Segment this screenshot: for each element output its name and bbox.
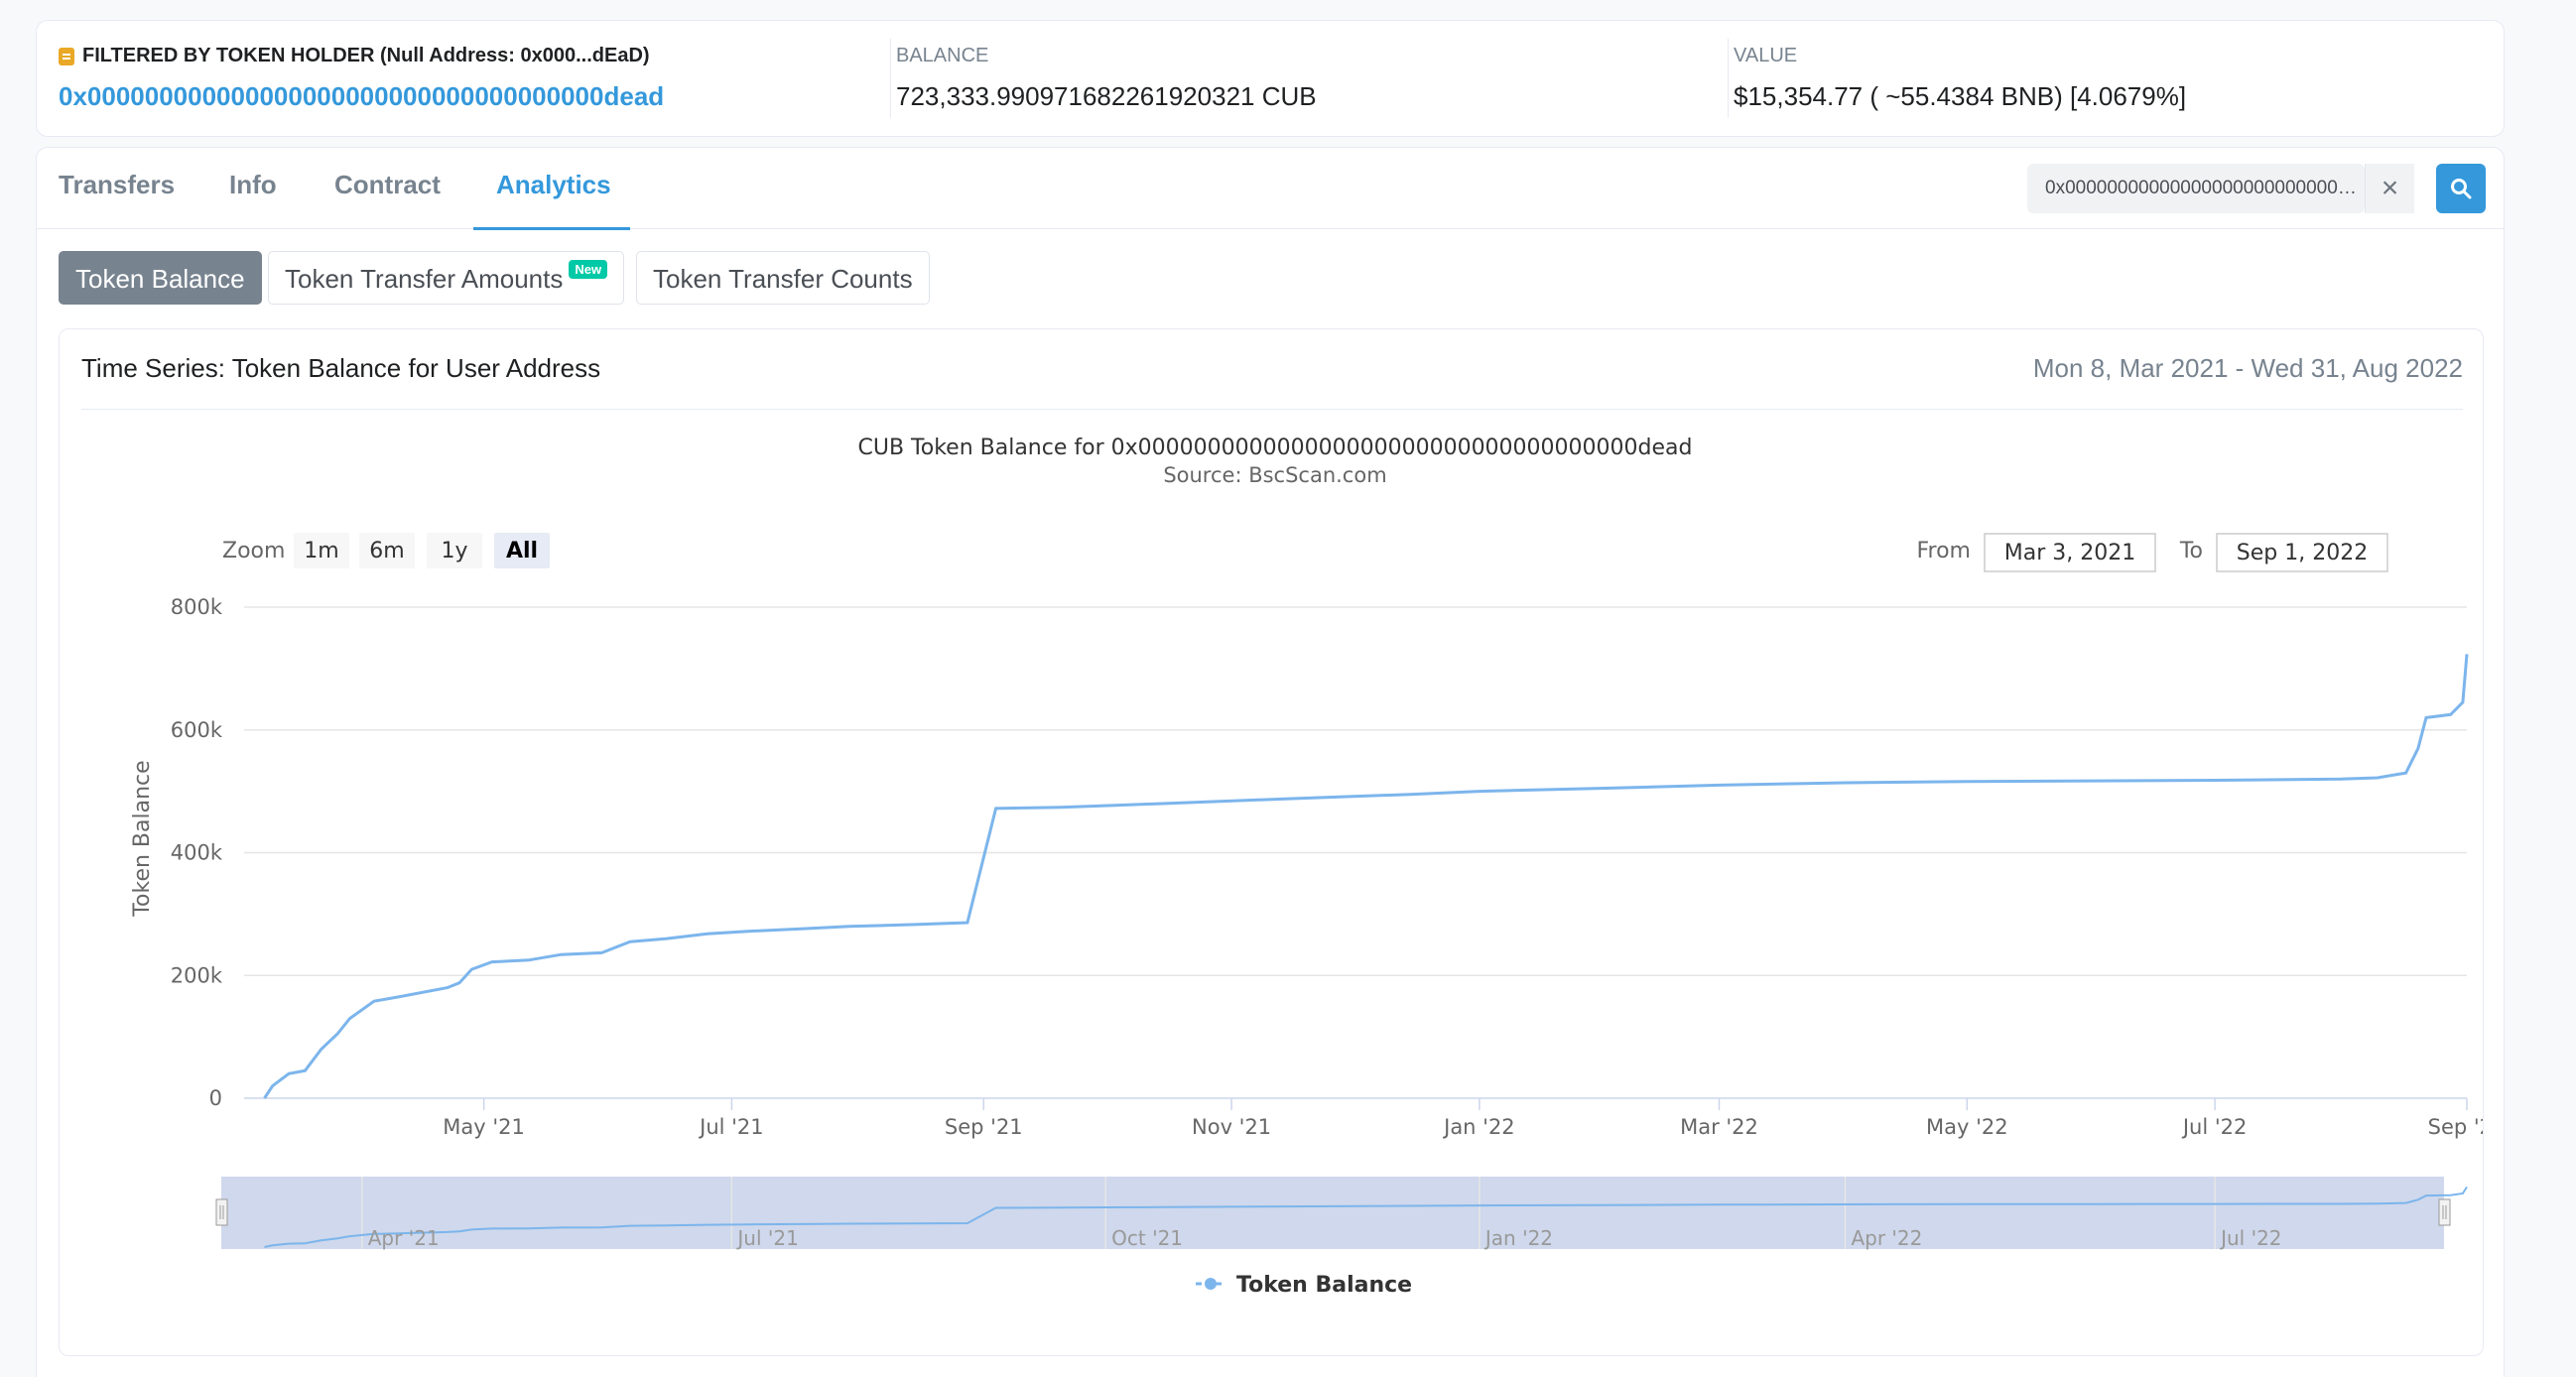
zoom-button-all[interactable]: All <box>494 533 550 568</box>
y-axis: 0 200k 400k 600k 800k <box>171 595 223 1110</box>
navigator-handle-right[interactable] <box>2438 1198 2451 1226</box>
navigator-tick-label: Jan '22 <box>1483 1226 1553 1250</box>
filter-address-link[interactable]: 0x000000000000000000000000000000000000de… <box>59 81 665 111</box>
grid-lines <box>244 606 2467 1099</box>
y-tick-label: 600k <box>171 718 223 742</box>
filter-label-row: FILTERED BY TOKEN HOLDER (Null Address: … <box>59 45 872 67</box>
zoom-button-1y[interactable]: 1y <box>427 533 482 568</box>
chart-card-divider <box>81 409 2463 410</box>
to-label: To <box>2179 539 2203 563</box>
x-tick-label: Sep '21 <box>945 1115 1023 1139</box>
navigator-grid <box>361 1177 2216 1249</box>
legend-label: Token Balance <box>1236 1273 1412 1298</box>
chart-title: CUB Token Balance for 0x0000000000000000… <box>858 436 1693 460</box>
zoom-button-label: All <box>506 539 538 563</box>
x-tick-label: May '21 <box>443 1115 525 1139</box>
zoom-button-label: 6m <box>369 539 404 563</box>
summary-divider <box>1728 39 1729 118</box>
x-tick-label: May '22 <box>1926 1115 2008 1139</box>
to-date-value: Sep 1, 2022 <box>2237 541 2368 565</box>
zoom-button-label: 1m <box>304 539 338 563</box>
y-tick-label: 800k <box>171 595 223 619</box>
clear-filter-button[interactable]: × <box>2365 164 2414 213</box>
new-badge: New <box>569 260 608 279</box>
balance-label: BALANCE <box>896 45 989 66</box>
navigator-tick-label: Apr '21 <box>368 1226 440 1250</box>
zoom-button-6m[interactable]: 6m <box>359 533 415 568</box>
navigator-tick-label: Oct '21 <box>1111 1226 1183 1250</box>
chart-subtitle: Source: BscScan.com <box>1163 463 1386 487</box>
zoom-button-1m[interactable]: 1m <box>294 533 349 568</box>
main-card: Transfers Info Contract Analytics 0x0000… <box>36 147 2505 1377</box>
navigator-series-line <box>264 1186 2468 1248</box>
from-date-value: Mar 3, 2021 <box>2004 541 2135 565</box>
subtab-token-balance[interactable]: Token Balance <box>59 251 262 305</box>
chart-card-title: Time Series: Token Balance for User Addr… <box>81 353 601 383</box>
value-column: VALUE $15,354.77 ( ~55.4384 BNB) [4.0679… <box>1734 21 2488 138</box>
from-label: From <box>1916 539 1971 563</box>
tab-transfers[interactable]: Transfers <box>59 170 176 199</box>
legend-marker <box>1205 1278 1217 1290</box>
active-tab-indicator <box>473 227 630 230</box>
chart-date-range: Mon 8, Mar 2021 - Wed 31, Aug 2022 <box>2032 353 2463 383</box>
balance-value: 723,333.990971682261920321 CUB <box>896 81 1317 111</box>
tab-bar: Transfers Info Contract Analytics 0x0000… <box>37 148 2504 230</box>
tab-contract[interactable]: Contract <box>334 170 441 199</box>
search-icon <box>2451 179 2472 199</box>
navigator-tick-label: Apr '22 <box>1851 1226 1922 1250</box>
y-axis-title: Token Balance <box>130 760 155 917</box>
subtab-label: Token Balance <box>75 264 245 294</box>
series-line-token-balance <box>263 654 2469 1099</box>
balance-column: BALANCE 723,333.990971682261920321 CUB <box>896 21 1710 138</box>
tab-analytics[interactable]: Analytics <box>496 170 611 199</box>
subtab-token-transfer-amounts[interactable]: Token Transfer Amounts New <box>268 251 625 305</box>
subtab-token-transfer-counts[interactable]: Token Transfer Counts <box>636 251 930 305</box>
x-axis: May '21 Jul '21 Sep '21 Nov '21 Jan '22 Mar '… <box>443 1098 2483 1139</box>
navigator-selection[interactable] <box>221 1177 2444 1249</box>
close-icon: × <box>2381 172 2399 204</box>
navigator-tick-label: Jul '22 <box>2219 1226 2281 1250</box>
subtab-label: Token Transfer Amounts <box>285 264 564 294</box>
y-tick-label: 400k <box>171 841 223 865</box>
x-tick-label: Sep '22 <box>2428 1115 2483 1139</box>
to-date-input[interactable]: Sep 1, 2022 <box>2216 533 2388 572</box>
y-tick-label: 0 <box>209 1086 222 1110</box>
filter-label: FILTERED BY TOKEN HOLDER (Null Address: … <box>82 45 650 66</box>
y-tick-label: 200k <box>171 963 223 987</box>
chart-card: Time Series: Token Balance for User Addr… <box>59 328 2484 1356</box>
summary-divider <box>890 39 891 118</box>
navigator-handle-left[interactable] <box>215 1198 228 1226</box>
value-label: VALUE <box>1734 45 1798 66</box>
token-balance-chart: CUB Token Balance for 0x0000000000000000… <box>130 436 2483 1298</box>
from-date-input[interactable]: Mar 3, 2021 <box>1984 533 2156 572</box>
zoom-label: Zoom <box>222 539 285 563</box>
filter-badge-icon <box>59 47 74 65</box>
x-tick-label: Jul '22 <box>2181 1115 2248 1139</box>
x-tick-label: Nov '21 <box>1192 1115 1271 1139</box>
navigator-tick-label: Jul '21 <box>735 1226 798 1250</box>
x-tick-label: Mar '22 <box>1680 1115 1758 1139</box>
x-tick-label: Jan '22 <box>1442 1115 1515 1139</box>
zoom-button-label: 1y <box>441 539 467 563</box>
tab-info[interactable]: Info <box>229 170 277 199</box>
x-tick-label: Jul '21 <box>698 1115 764 1139</box>
search-button[interactable] <box>2436 164 2486 213</box>
legend-item-token-balance[interactable]: Token Balance <box>1196 1273 1412 1298</box>
token-holder-summary: FILTERED BY TOKEN HOLDER (Null Address: … <box>36 20 2505 137</box>
filter-column: FILTERED BY TOKEN HOLDER (Null Address: … <box>59 21 872 138</box>
subtab-label: Token Transfer Counts <box>653 264 913 294</box>
address-filter-input[interactable]: 0x000000000000000000000000000000000000de… <box>2027 164 2365 213</box>
navigator[interactable]: Apr '21 Jul '21 Oct '21 Jan '22 Apr '22 Jul '… <box>215 1177 2468 1250</box>
value-value: $15,354.77 ( ~55.4384 BNB) [4.0679%] <box>1734 81 2187 111</box>
navigator-axis: Apr '21 Jul '21 Oct '21 Jan '22 Apr '22 Jul '… <box>368 1226 2282 1250</box>
